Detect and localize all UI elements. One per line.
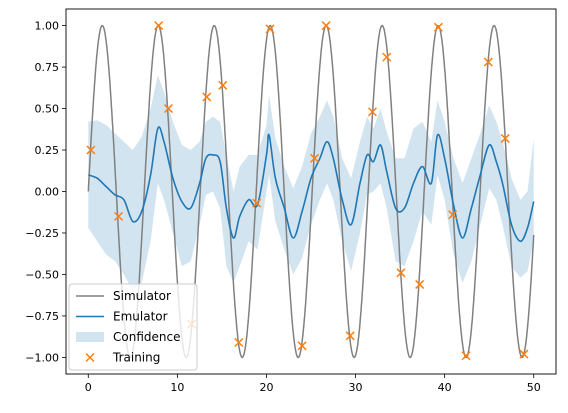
training-point: [519, 349, 529, 359]
x-tick-label: 20: [259, 381, 273, 394]
training-point: [396, 268, 406, 278]
training-point: [345, 331, 355, 341]
legend-swatch: [85, 352, 95, 363]
simulator-layer: [87, 24, 535, 359]
y-axis: −1.00 −0.75 −0.50 −0.25 0.00 0.25 0.50 0.75 1.00: [25, 20, 66, 364]
training-point: [310, 153, 320, 163]
y-tick-label: 0.50: [35, 103, 60, 116]
training-point: [297, 341, 307, 351]
training-point: [483, 57, 493, 67]
training-point: [265, 24, 275, 34]
y-tick-label: −1.00: [25, 351, 59, 364]
y-tick-label: 0.00: [35, 186, 60, 199]
training-point: [448, 210, 458, 220]
training-point: [367, 107, 378, 117]
legend-label: Confidence: [113, 330, 180, 344]
training-point: [415, 279, 425, 289]
training-point: [218, 80, 228, 90]
legend: Simulator Emulator Confidence Training: [68, 283, 198, 371]
training-point: [500, 133, 510, 143]
x-tick-label: 30: [349, 381, 363, 394]
y-tick-label: 1.00: [35, 20, 60, 33]
training-point: [382, 52, 392, 62]
training-point: [252, 198, 262, 208]
x-tick-label: 0: [85, 381, 92, 394]
x-axis: 0 10 20 30 40 50: [85, 374, 541, 394]
legend-label: Training: [112, 351, 160, 365]
training-point: [433, 22, 443, 32]
training-point: [86, 145, 96, 155]
legend-label: Emulator: [113, 310, 168, 324]
legend-swatch: [76, 332, 104, 342]
training-point: [461, 351, 471, 361]
training-point: [154, 21, 164, 31]
y-tick-label: 0.25: [35, 144, 60, 157]
confidence-band: [88, 75, 534, 292]
y-tick-label: 0.75: [35, 61, 60, 74]
simulator-line: [87, 24, 535, 359]
training-point: [234, 337, 244, 348]
y-tick-label: −0.75: [25, 310, 59, 323]
y-tick-label: −0.50: [25, 268, 59, 281]
training-point: [114, 211, 124, 221]
training-point: [202, 92, 212, 102]
emulator-layer: [88, 126, 535, 243]
x-tick-label: 10: [170, 381, 184, 394]
training-point: [321, 21, 331, 31]
x-tick-label: 50: [527, 381, 541, 394]
training-point: [163, 104, 173, 114]
confidence-band-layer: [88, 75, 534, 292]
legend-box: [68, 283, 198, 371]
y-tick-label: −0.25: [25, 227, 59, 240]
legend-label: Simulator: [113, 289, 171, 303]
x-tick-label: 40: [438, 381, 452, 394]
emulator-line: [88, 126, 535, 243]
